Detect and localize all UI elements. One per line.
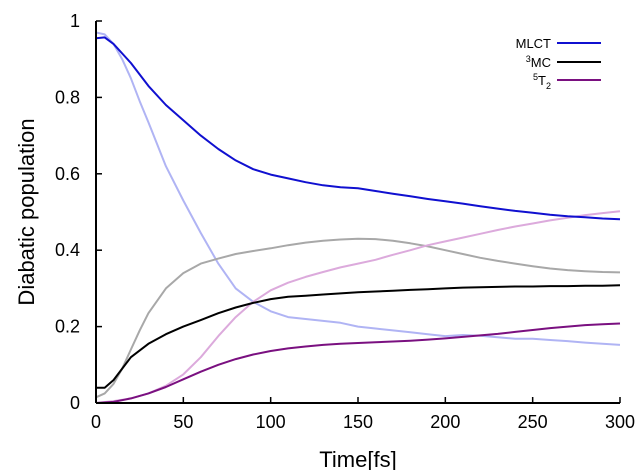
legend: MLCT 3MC 5T2 [516, 36, 601, 91]
legend-entry-0: MLCT [516, 36, 601, 51]
series-line-2 [95, 322, 621, 404]
legend-label: 3MC [526, 54, 551, 70]
x-tick-label: 100 [256, 412, 286, 432]
y-axis-label: Diabatic population [14, 118, 39, 305]
series-line-5 [95, 210, 621, 404]
y-tick-label: 0.4 [55, 240, 80, 260]
series-line-3 [95, 31, 621, 346]
y-tick-label: 0 [70, 393, 80, 413]
series-line-4 [95, 237, 621, 399]
x-tick-label: 300 [605, 412, 635, 432]
series-layer [95, 31, 621, 404]
series-line-0 [95, 36, 621, 221]
x-tick-label: 0 [91, 412, 101, 432]
y-tick-label: 0.8 [55, 87, 80, 107]
legend-label: 5T2 [533, 72, 551, 91]
x-tick-label: 50 [173, 412, 193, 432]
y-tick-label: 1 [70, 11, 80, 31]
x-tick-label: 150 [343, 412, 373, 432]
y-tick-label: 0.6 [55, 164, 80, 184]
legend-entry-1: 3MC [526, 54, 601, 70]
x-tick-label: 200 [430, 412, 460, 432]
y-tick-label: 0.2 [55, 317, 80, 337]
legend-label: MLCT [516, 36, 551, 51]
legend-entry-2: 5T2 [533, 72, 601, 91]
x-axis-label: Time[fs] [319, 447, 396, 470]
series-line-1 [96, 284, 621, 389]
x-tick-label: 250 [518, 412, 548, 432]
tick-layer: 0 50 100 150 200 250 300 0 0.2 0.4 0.6 0.8 1 [55, 11, 635, 432]
